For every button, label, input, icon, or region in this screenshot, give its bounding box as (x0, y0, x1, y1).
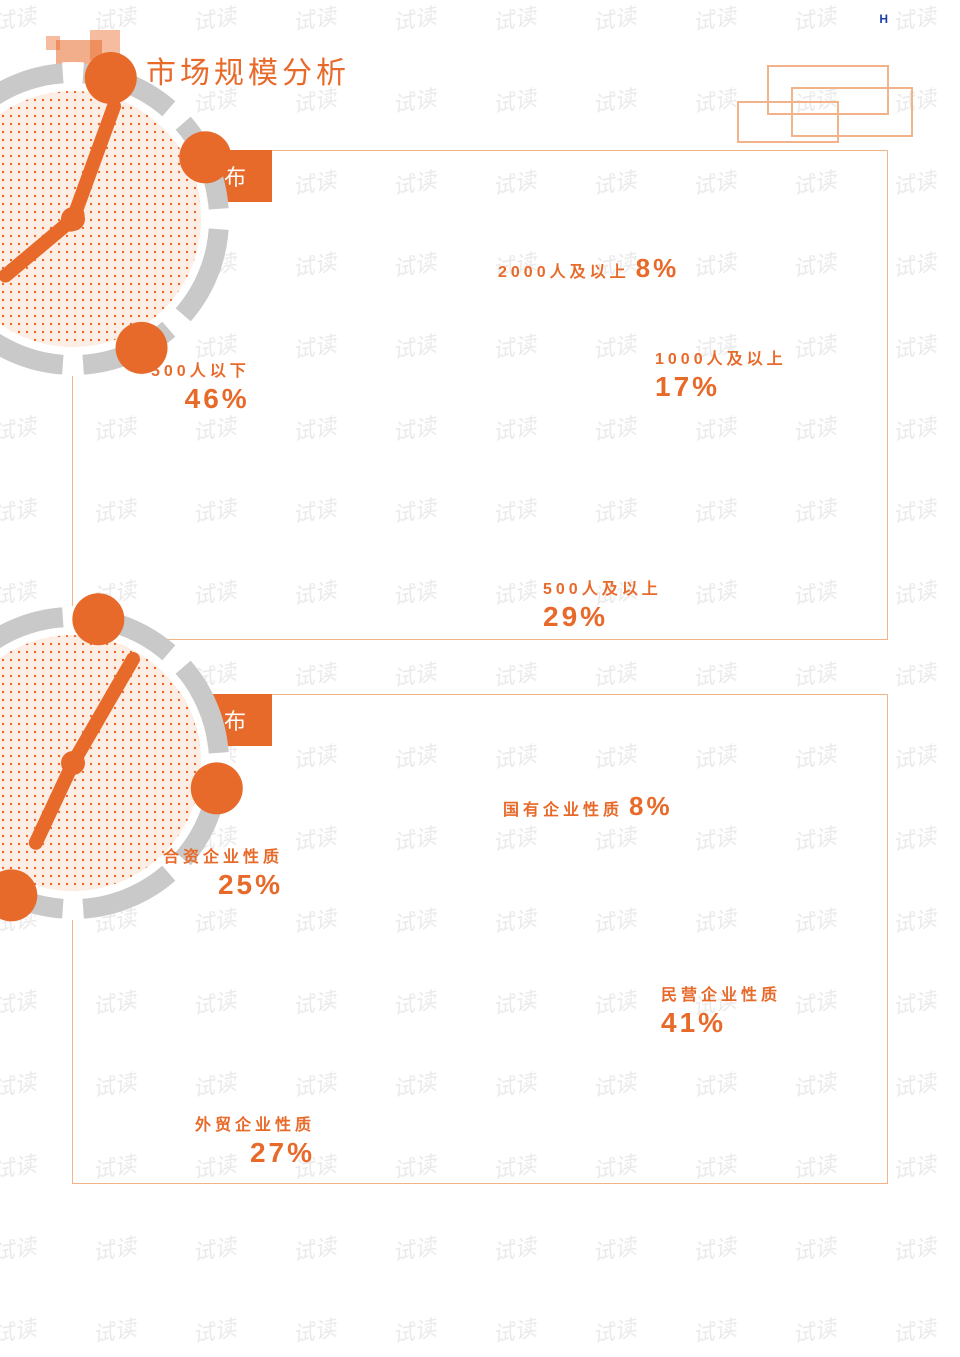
chart-enterprise-type: 国有企业性质 8% 民营企业性质41% 外贸企业性质27% 合资企业性质25% (73, 759, 887, 1183)
watermark-text: 试读 (890, 244, 939, 283)
watermark-text: 试读 (190, 1310, 239, 1349)
watermark-text: 试读 (490, 0, 539, 38)
watermark-text: 试读 (890, 1228, 939, 1267)
watermark-text: 试读 (90, 1310, 139, 1349)
watermark-text: 试读 (0, 1310, 38, 1349)
dial-node (72, 593, 124, 645)
watermark-text: 试读 (490, 80, 539, 119)
callout-value: 46% (151, 383, 250, 415)
chart-callout: 2000人及以上 8% (498, 253, 679, 284)
callout-value: 29% (543, 601, 662, 633)
chart-callout: 1000人及以上17% (655, 345, 787, 403)
watermark-text: 试读 (890, 1310, 939, 1349)
watermark-text: 试读 (290, 1310, 339, 1349)
chart-callout: 合资企业性质25% (163, 843, 283, 901)
watermark-text: 试读 (890, 408, 939, 447)
watermark-text: 试读 (890, 162, 939, 201)
watermark-text: 试读 (890, 490, 939, 529)
callout-label: 外贸企业性质 (195, 1111, 315, 1135)
watermark-text: 试读 (890, 1146, 939, 1185)
dial-node (179, 131, 231, 183)
panel-enterprise-type: 企业性质分布 国有企业性质8%民营企业性质41%外贸企业性质27%合资企业性质2… (72, 694, 888, 1184)
callout-label: 合资企业性质 (163, 843, 283, 867)
watermark-text: 试读 (590, 654, 639, 693)
watermark-text: 试读 (890, 572, 939, 611)
dial-icon (0, 546, 481, 972)
callout-label: 2000人及以上 (498, 264, 630, 281)
watermark-text: 试读 (290, 1228, 339, 1267)
watermark-text: 试读 (890, 0, 939, 38)
watermark-text: 试读 (790, 654, 839, 693)
callout-value: 41% (661, 1007, 781, 1039)
callout-label: 1000人及以上 (655, 345, 787, 369)
watermark-text: 试读 (690, 0, 739, 38)
dial-node (85, 52, 137, 104)
watermark-text: 试读 (390, 1228, 439, 1267)
callout-value: 17% (655, 371, 787, 403)
watermark-text: 试读 (790, 1228, 839, 1267)
watermark-text: 试读 (0, 1064, 38, 1103)
watermark-text: 试读 (0, 1146, 38, 1185)
callout-value: 8% (629, 791, 673, 821)
callout-label: 国有企业性质 (503, 802, 623, 819)
chart-callout: 500人及以上29% (543, 575, 662, 633)
corner-rects-icon (728, 58, 928, 158)
watermark-text: 试读 (890, 900, 939, 939)
watermark-text: 试读 (790, 0, 839, 38)
callout-label: 500人以下 (151, 357, 250, 381)
watermark-text: 试读 (90, 1228, 139, 1267)
watermark-text: 试读 (490, 1228, 539, 1267)
callout-value: 27% (195, 1137, 315, 1169)
watermark-text: 试读 (0, 490, 38, 529)
callout-value: 8% (636, 253, 680, 283)
watermark-text: 试读 (490, 654, 539, 693)
chart-callout: 民营企业性质41% (661, 981, 781, 1039)
watermark-text: 试读 (590, 0, 639, 38)
watermark-text: 试读 (190, 1228, 239, 1267)
page-marker-top: H (879, 12, 888, 26)
watermark-text: 试读 (0, 982, 38, 1021)
chart-callout: 外贸企业性质27% (195, 1111, 315, 1169)
chart-callout: 国有企业性质 8% (503, 791, 673, 822)
watermark-text: 试读 (890, 982, 939, 1021)
watermark-text: 试读 (590, 1228, 639, 1267)
chart-callout: 500人以下46% (151, 357, 250, 415)
watermark-text: 试读 (690, 654, 739, 693)
watermark-text: 试读 (590, 1310, 639, 1349)
callout-value: 25% (163, 869, 283, 901)
watermark-text: 试读 (890, 736, 939, 775)
watermark-text: 试读 (890, 326, 939, 365)
callout-label: 500人及以上 (543, 575, 662, 599)
watermark-text: 试读 (490, 1310, 539, 1349)
dial-node (191, 762, 243, 814)
watermark-text: 试读 (690, 1310, 739, 1349)
watermark-text: 试读 (690, 1228, 739, 1267)
watermark-text: 试读 (590, 80, 639, 119)
watermark-text: 试读 (890, 654, 939, 693)
callout-label: 民营企业性质 (661, 981, 781, 1005)
watermark-text: 试读 (390, 1310, 439, 1349)
watermark-text: 试读 (0, 1228, 38, 1267)
watermark-text: 试读 (890, 818, 939, 857)
watermark-text: 试读 (890, 1064, 939, 1103)
watermark-text: 试读 (790, 1310, 839, 1349)
